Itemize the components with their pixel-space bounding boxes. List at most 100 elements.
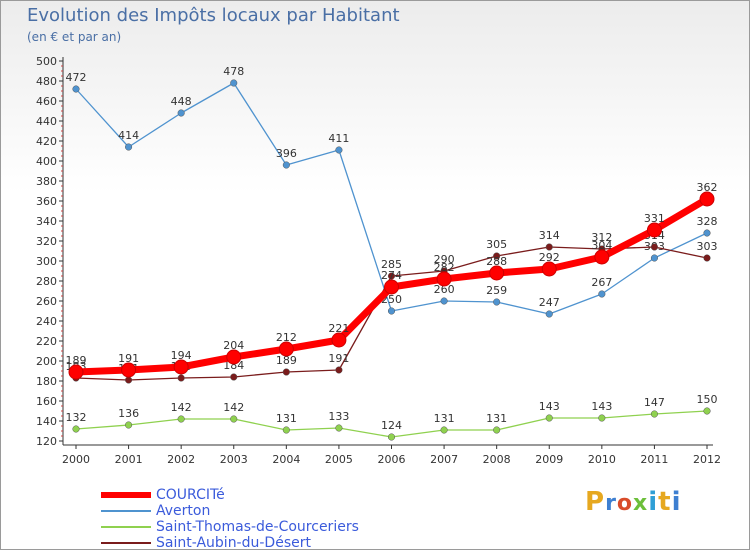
y-tick-label: 240 [36, 315, 57, 328]
legend-label-saint-thomas: Saint-Thomas-de-Courceriers [156, 519, 359, 535]
data-point-s0 [68, 364, 84, 380]
x-tick-label: 2007 [430, 453, 458, 466]
legend-swatch-saint-thomas [101, 526, 151, 528]
y-tick-label: 380 [36, 175, 57, 188]
data-point-s0 [173, 359, 189, 375]
data-point-s1 [440, 297, 448, 305]
data-label-s2: 131 [434, 412, 455, 425]
data-label-s1: 328 [697, 215, 718, 228]
legend-label-courcite: COURCITé [156, 487, 225, 503]
x-tick-label: 2011 [640, 453, 668, 466]
data-point-s0 [489, 265, 505, 281]
data-label-s0: 204 [223, 339, 244, 352]
data-label-s3: 312 [591, 231, 612, 244]
x-tick-label: 2002 [167, 453, 195, 466]
data-label-s2: 132 [66, 411, 87, 424]
data-point-s1 [387, 307, 396, 315]
data-label-s2: 136 [118, 407, 139, 420]
x-tick-label: 2009 [535, 453, 563, 466]
data-label-s3: 290 [434, 253, 455, 266]
y-tick-label: 460 [36, 95, 57, 108]
y-tick-label: 340 [36, 215, 57, 228]
data-label-s0: 189 [66, 354, 87, 367]
data-point-s0 [541, 261, 557, 277]
data-label-s1: 260 [434, 283, 455, 296]
data-label-s0: 292 [539, 251, 560, 264]
data-point-s2 [387, 433, 396, 441]
data-label-s0: 221 [328, 322, 349, 335]
data-point-s2 [72, 425, 80, 433]
data-point-s3 [650, 243, 658, 251]
data-point-s0 [436, 271, 452, 287]
data-point-s0 [594, 249, 610, 265]
x-tick-label: 2003 [220, 453, 248, 466]
data-point-s3 [177, 374, 185, 382]
y-tick-label: 120 [36, 435, 57, 448]
y-tick-label: 400 [36, 155, 57, 168]
data-point-s1 [72, 85, 80, 93]
legend-swatch-courcite [101, 492, 151, 498]
chart-subtitle: (en € et par an) [27, 30, 122, 44]
data-point-s1 [493, 298, 501, 306]
data-label-s2: 147 [644, 396, 665, 409]
data-label-s3: 314 [539, 229, 560, 242]
data-point-s2 [598, 414, 606, 422]
data-point-s3 [545, 243, 553, 251]
data-point-s0 [226, 349, 242, 365]
x-tick-label: 2004 [272, 453, 300, 466]
data-point-s1 [598, 290, 606, 298]
data-label-s1: 267 [591, 276, 612, 289]
y-tick-label: 280 [36, 275, 57, 288]
y-tick-label: 360 [36, 195, 57, 208]
data-label-s0: 274 [381, 269, 402, 282]
data-label-s2: 142 [223, 401, 244, 414]
data-point-s3 [282, 368, 290, 376]
data-point-s1 [282, 161, 290, 169]
data-label-s3: 189 [276, 354, 297, 367]
data-label-s1: 396 [276, 147, 297, 160]
data-point-s2 [335, 424, 343, 432]
data-point-s3 [493, 252, 501, 260]
data-point-s2 [493, 426, 501, 434]
data-point-s0 [384, 279, 399, 295]
y-tick-label: 220 [36, 335, 57, 348]
proxiti-logo: Proxiti [585, 487, 682, 517]
y-tick-label: 260 [36, 295, 57, 308]
data-point-s3 [125, 376, 133, 384]
y-tick-label: 160 [36, 395, 57, 408]
data-label-s2: 133 [328, 410, 349, 423]
y-tick-label: 420 [36, 135, 57, 148]
data-label-s1: 259 [486, 284, 507, 297]
data-label-s1: 411 [328, 132, 349, 145]
data-label-s1: 448 [171, 95, 192, 108]
data-point-s1 [650, 254, 658, 262]
data-point-s1 [125, 143, 133, 151]
x-tick-label: 2010 [588, 453, 616, 466]
x-tick-label: 2008 [483, 453, 511, 466]
data-label-s0: 282 [434, 261, 455, 274]
y-tick-label: 500 [36, 55, 57, 68]
data-label-s0: 212 [276, 331, 297, 344]
legend-label-averton: Averton [156, 503, 211, 519]
legend-label-saint-aubin: Saint-Aubin-du-Désert [156, 535, 311, 551]
data-label-s2: 142 [171, 401, 192, 414]
data-label-s1: 472 [66, 71, 87, 84]
y-tick-label: 300 [36, 255, 57, 268]
data-point-s2 [230, 415, 238, 423]
data-point-s2 [177, 415, 185, 423]
data-label-s3: 285 [381, 258, 402, 271]
data-point-s2 [545, 414, 553, 422]
data-point-s3 [387, 272, 396, 280]
y-tick-label: 180 [36, 375, 57, 388]
y-tick-label: 200 [36, 355, 57, 368]
data-point-s3 [230, 373, 238, 381]
data-point-s0 [646, 222, 662, 238]
data-label-s3: 305 [486, 238, 507, 251]
legend-swatch-averton [101, 510, 151, 512]
data-label-s1: 247 [539, 296, 560, 309]
data-label-s2: 150 [697, 393, 718, 406]
data-point-s0 [278, 341, 294, 357]
data-point-s2 [282, 426, 290, 434]
data-point-s0 [331, 332, 347, 348]
